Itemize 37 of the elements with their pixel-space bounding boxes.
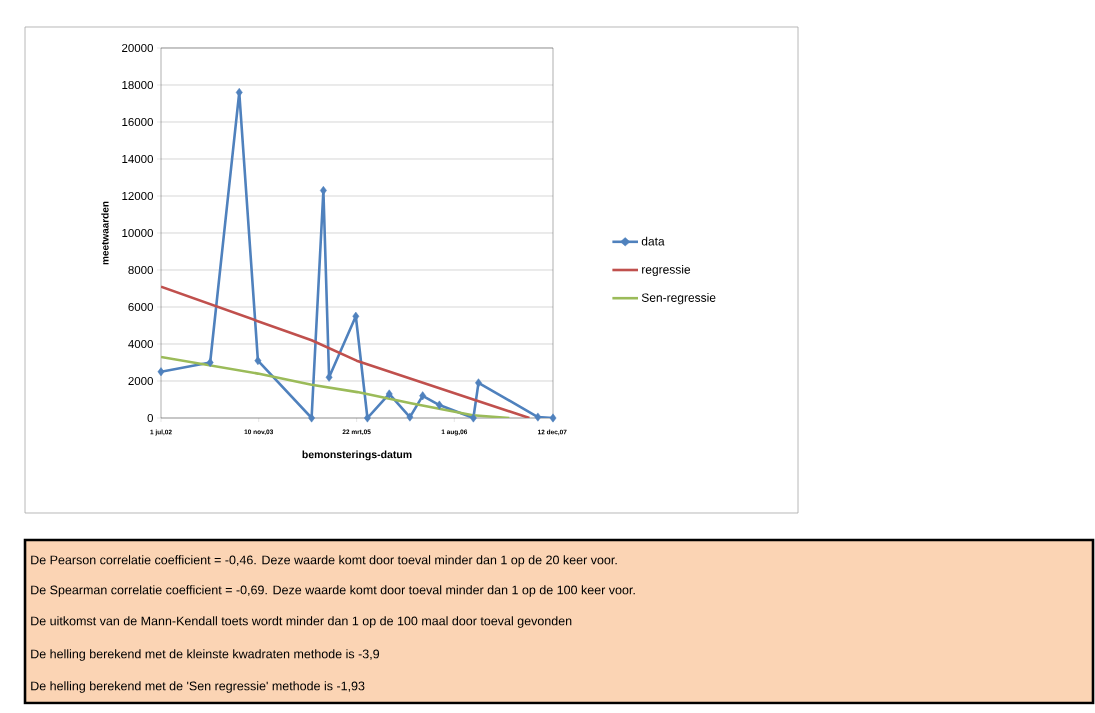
point [419,391,427,401]
point [534,412,542,422]
y-tick-label: 18000 [122,80,154,90]
y-tick-label: 16000 [122,117,154,127]
y-axis-title: meetwaarden [101,201,109,265]
y-tick-label: 20000 [122,43,154,53]
y-tick-label: 6000 [128,302,154,312]
legend-label: regressie [642,264,691,277]
text: De Pearson correlatie coefficient = -0,46. Deze waarde komt door toeval minder dan 1 op de 20 keer voor. [31,555,617,567]
point [254,356,262,366]
legend-label: data [641,236,665,246]
y-tick-label: 2000 [128,376,154,386]
text: De uitkomst van de Mann-Kendall toets wordt minder dan 1 op de 100 maal door toeval gevonden [31,616,572,628]
point [157,367,165,377]
point [469,413,477,423]
point [475,378,482,388]
point [385,389,393,399]
y-tick-label: 12000 [122,191,154,201]
legend-label: Sen-regressie [641,293,716,305]
point [364,413,371,423]
text: De Spearman correlatie coefficient = -0,69. Deze waarde komt door toeval minder dan 1 op de 100 keer voor. [31,585,635,597]
point [308,413,315,423]
point [235,87,243,97]
text: De helling berekend met de kleinste kwadraten methode is -3,9 [31,649,380,661]
text: De helling berekend met de 'Sen regressie' methode is -1,93 [31,681,365,693]
point [319,186,327,195]
y-tick-label: 14000 [122,154,154,164]
y-tick-label: 8000 [128,265,154,275]
point [206,358,214,367]
point [549,413,557,423]
point [406,412,414,422]
line-series [161,285,531,418]
y-tick-label: 4000 [128,339,154,349]
y-tick-label: 0 [147,413,154,423]
y-tick-label: 10000 [122,228,154,238]
point [435,400,443,410]
x-axis-title: bemonsterings-datum [302,450,412,461]
